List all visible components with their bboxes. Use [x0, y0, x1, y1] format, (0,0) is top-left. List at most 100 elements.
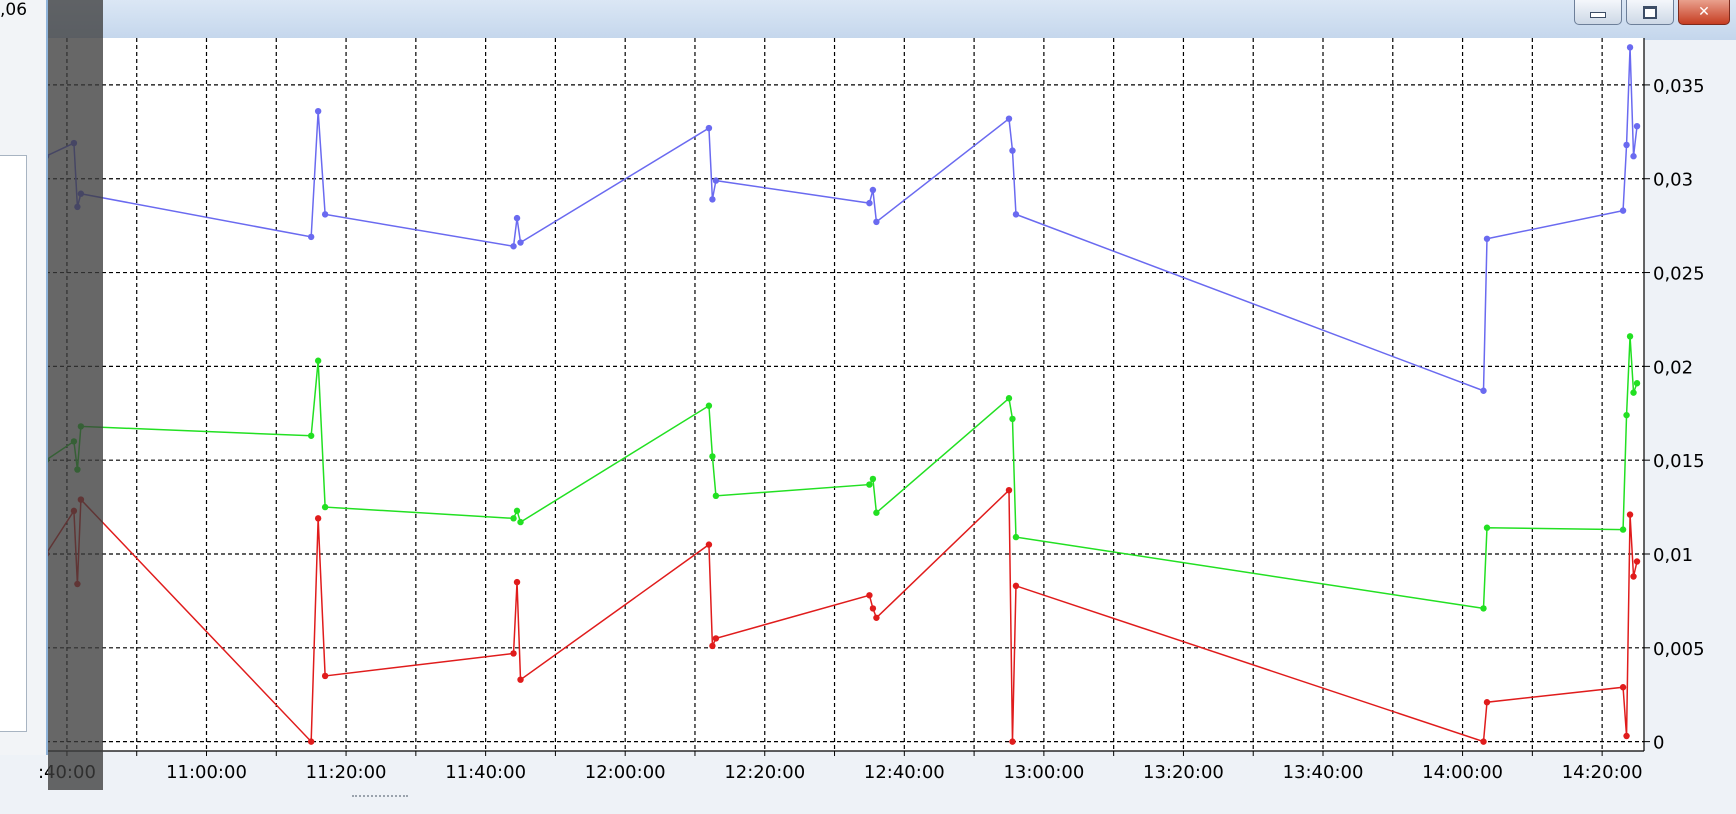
- data-point: [1626, 511, 1634, 518]
- data-point: [1483, 699, 1491, 706]
- y-tick-label: 0,025: [1653, 264, 1705, 285]
- y-tick-label: 0,035: [1653, 76, 1705, 97]
- data-point: [1009, 738, 1016, 745]
- data-point: [1480, 605, 1487, 612]
- x-axis: :40:0011:00:0011:20:0011:40:0012:00:0012…: [38, 751, 1643, 783]
- data-point: [510, 243, 517, 250]
- minimize-icon: [1590, 12, 1606, 18]
- data-point: [866, 592, 873, 599]
- data-point: [1623, 732, 1630, 740]
- data-point: [1633, 558, 1641, 565]
- data-point: [709, 642, 716, 650]
- data-point: [314, 107, 322, 115]
- data-point: [1005, 486, 1013, 494]
- data-point: [1005, 115, 1013, 122]
- data-point: [1630, 389, 1637, 396]
- data-point: [1012, 211, 1020, 218]
- data-point: [1626, 333, 1634, 340]
- data-point: [1619, 207, 1627, 214]
- x-tick-label: 14:00:00: [1422, 762, 1503, 783]
- x-tick-label: 11:20:00: [306, 762, 387, 783]
- data-point: [705, 124, 713, 132]
- data-point: [513, 507, 521, 515]
- data-point: [513, 578, 521, 586]
- left-panel-list[interactable]: [0, 155, 27, 732]
- data-point: [1626, 44, 1634, 51]
- data-point: [1009, 147, 1016, 154]
- splitter-grip[interactable]: [352, 795, 408, 801]
- data-point: [1630, 153, 1637, 160]
- left-panel-value: ,06: [0, 0, 28, 20]
- x-tick-label: 12:00:00: [585, 762, 666, 783]
- data-point: [1005, 395, 1013, 402]
- y-tick-label: 0,03: [1653, 170, 1693, 191]
- data-point: [321, 672, 329, 680]
- data-point: [866, 481, 873, 488]
- y-tick-label: 0,005: [1653, 639, 1705, 660]
- data-point: [517, 676, 524, 683]
- data-point: [510, 515, 517, 522]
- data-point: [517, 239, 524, 246]
- data-point: [869, 186, 877, 194]
- data-point: [1619, 526, 1627, 533]
- data-point: [873, 509, 880, 516]
- y-tick-label: 0,01: [1653, 545, 1693, 566]
- data-point: [712, 492, 720, 500]
- x-tick-label: 12:20:00: [724, 762, 805, 783]
- close-icon: ✕: [1698, 4, 1710, 20]
- window-titlebar: ✕: [0, 0, 1736, 40]
- data-point: [712, 177, 720, 184]
- x-tick-label: 13:40:00: [1283, 762, 1364, 783]
- close-button[interactable]: ✕: [1678, 0, 1730, 25]
- data-point: [307, 432, 315, 439]
- series-line-1: [45, 47, 1638, 392]
- data-point: [1483, 235, 1491, 242]
- plot-background: [46, 38, 1644, 751]
- window-controls: ✕: [1574, 0, 1730, 25]
- restore-icon: [1643, 5, 1657, 19]
- data-point: [1619, 684, 1627, 691]
- data-point: [307, 233, 315, 241]
- x-tick-label: 12:40:00: [864, 762, 945, 783]
- data-point: [705, 402, 713, 409]
- data-point: [517, 518, 524, 526]
- data-point: [1623, 141, 1630, 149]
- data-point: [510, 650, 517, 657]
- data-point: [1480, 387, 1487, 394]
- data-point: [1633, 122, 1641, 130]
- data-point: [873, 218, 880, 226]
- data-point: [869, 475, 877, 483]
- status-strip: [0, 790, 1736, 814]
- x-tick-label: 11:00:00: [166, 762, 247, 783]
- data-point: [307, 738, 315, 745]
- data-point: [1623, 411, 1630, 419]
- x-tick-label: 13:20:00: [1143, 762, 1224, 783]
- series-line-3: [45, 488, 1638, 744]
- data-point: [1630, 573, 1637, 580]
- data-point: [314, 515, 322, 522]
- left-side-panel: ,06: [0, 0, 48, 755]
- restore-button[interactable]: [1626, 0, 1674, 25]
- data-point: [1009, 415, 1016, 423]
- x-tick-label: 11:40:00: [445, 762, 526, 783]
- data-point: [321, 211, 329, 218]
- data-point: [1012, 533, 1020, 541]
- data-point: [314, 357, 322, 364]
- data-point: [321, 503, 329, 511]
- data-point: [873, 614, 880, 621]
- minimize-button[interactable]: [1574, 0, 1622, 25]
- data-point: [1633, 380, 1641, 387]
- y-tick-label: 0,02: [1653, 357, 1693, 378]
- y-tick-label: 0,015: [1653, 451, 1705, 472]
- data-point: [1483, 524, 1491, 531]
- series-line-2: [45, 336, 1638, 610]
- x-tick-label: 14:20:00: [1562, 762, 1643, 783]
- data-point: [712, 635, 720, 642]
- data-point: [1012, 582, 1020, 590]
- data-point: [705, 541, 713, 548]
- y-axis: 0 0,005 0,01 0,015 0,02 0,025 0,03 0,035: [1644, 76, 1705, 754]
- y-tick-label: 0: [1653, 733, 1664, 754]
- data-point: [513, 214, 521, 222]
- data-point: [869, 605, 877, 612]
